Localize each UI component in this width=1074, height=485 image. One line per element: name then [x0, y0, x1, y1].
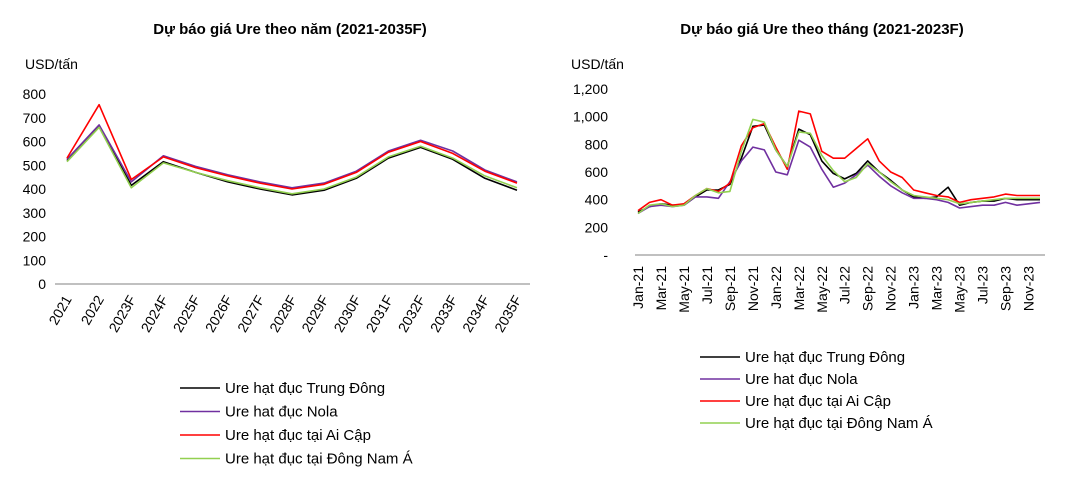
monthly-x-tick-label: May-22 — [814, 266, 830, 313]
monthly-series-line-2 — [637, 139, 1041, 215]
annual-x-tick-label: 2033F — [427, 293, 461, 335]
annual-x-tick-label: 2032F — [395, 293, 429, 335]
monthly-chart-ylabel: USD/tấn — [571, 56, 624, 72]
annual-x-tick-label: 2031F — [363, 293, 397, 335]
annual-series-line-2 — [66, 124, 518, 189]
annual-y-tick-label: 800 — [23, 86, 47, 102]
annual-x-tick-label: 2034F — [459, 293, 493, 335]
annual-y-tick-label: 600 — [23, 134, 47, 150]
monthly-x-tick-label: Jan-21 — [630, 266, 646, 309]
monthly-x-tick-label: May-23 — [952, 266, 968, 313]
monthly-x-tick-label: Sep-23 — [998, 266, 1014, 311]
monthly-x-tick-label: Mar-23 — [929, 266, 945, 311]
annual-x-tick-label: 2022 — [78, 292, 108, 327]
monthly-x-tick-label: Nov-22 — [883, 266, 899, 311]
annual-x-tick-label: 2029F — [298, 293, 332, 335]
monthly-x-tick-label: Mar-22 — [791, 266, 807, 311]
monthly-legend-label: Ure hạt đục Trung Đông — [745, 349, 905, 366]
annual-x-tick-label: 2027F — [234, 293, 268, 335]
monthly-x-tick-label: Sep-21 — [722, 266, 738, 311]
monthly-legend-label: Ure hat đục Nola — [745, 371, 858, 388]
annual-legend-label: Ure hat đục Nola — [225, 404, 338, 421]
monthly-series-lines — [637, 110, 1041, 215]
monthly-chart-title: Dự báo giá Ure theo tháng (2021-2023F) — [680, 21, 963, 38]
annual-x-tick-label: 2023F — [105, 293, 139, 335]
monthly-x-tick-labels: Jan-21 Mar-21 May-21 Jul-21 Sep-21 Nov-21 Jan-… — [630, 266, 1037, 313]
monthly-x-tick-label: May-21 — [676, 266, 692, 313]
annual-y-tick-label: 200 — [23, 229, 47, 245]
monthly-x-tick-label: Mar-21 — [653, 266, 669, 311]
monthly-y-tick-label: 600 — [585, 164, 609, 180]
annual-chart: Dự báo giá Ure theo năm (2021-2035F) USD… — [23, 21, 530, 468]
monthly-x-tick-label: Jul-23 — [975, 266, 991, 304]
annual-chart-title: Dự báo giá Ure theo năm (2021-2035F) — [153, 21, 426, 38]
monthly-x-tick-label: Nov-21 — [745, 266, 761, 311]
monthly-y-tick-label: - — [603, 247, 608, 263]
monthly-y-tick-label: 200 — [585, 219, 609, 235]
monthly-x-tick-label: Jan-23 — [906, 266, 922, 309]
annual-x-tick-label: 2030F — [330, 293, 364, 335]
annual-legend: Ure hạt đục Trung Đông Ure hat đục Nola Ur… — [180, 380, 413, 468]
annual-series-line-4 — [66, 126, 518, 195]
monthly-legend-label: Ure hạt đục tại Đông Nam Á — [745, 415, 933, 432]
annual-x-tick-label: 2026F — [202, 293, 236, 335]
annual-y-tick-labels: 0 100 200 300 400 500 600 700 800 — [23, 86, 47, 292]
annual-y-tick-label: 500 — [23, 157, 47, 173]
annual-y-tick-label: 100 — [23, 252, 47, 268]
annual-x-tick-label: 2024F — [138, 293, 172, 335]
annual-y-tick-label: 700 — [23, 110, 47, 126]
annual-x-tick-label: 2028F — [266, 293, 300, 335]
monthly-chart: Dự báo giá Ure theo tháng (2021-2023F) U… — [571, 21, 1045, 432]
annual-series-lines — [66, 103, 518, 196]
monthly-y-tick-label: 800 — [585, 136, 609, 152]
monthly-x-tick-label: Jul-22 — [837, 266, 853, 304]
annual-x-tick-label: 2021 — [45, 292, 75, 327]
annual-legend-label: Ure hạt đục tại Đông Nam Á — [225, 451, 413, 468]
monthly-y-tick-label: 1,000 — [573, 109, 608, 125]
annual-y-tick-label: 0 — [38, 276, 46, 292]
monthly-series-line-4 — [637, 118, 1040, 215]
annual-x-tick-labels: 2021 20222023F2024F2025F2026F2027F2028F20… — [45, 292, 524, 335]
monthly-x-tick-label: Sep-22 — [860, 266, 876, 311]
monthly-y-tick-label: 400 — [585, 192, 609, 208]
monthly-x-tick-label: Nov-23 — [1021, 266, 1037, 311]
annual-legend-label: Ure hạt đục tại Ai Cập — [225, 427, 371, 444]
annual-series-line-1 — [66, 125, 518, 196]
monthly-x-tick-label: Jan-22 — [768, 266, 784, 309]
annual-legend-label: Ure hạt đục Trung Đông — [225, 380, 385, 397]
monthly-y-tick-labels: - 200 400 600 800 1,000 1,200 — [573, 81, 608, 263]
annual-series-line-3 — [66, 103, 518, 190]
annual-x-tick-label: 2035F — [491, 293, 525, 335]
monthly-x-tick-label: Jul-21 — [699, 266, 715, 304]
annual-chart-ylabel: USD/tấn — [25, 56, 78, 72]
monthly-y-tick-label: 1,200 — [573, 81, 608, 97]
annual-y-tick-label: 300 — [23, 205, 47, 221]
monthly-legend-label: Ure hạt đục tại Ai Cập — [745, 393, 891, 410]
annual-x-tick-label: 2025F — [170, 293, 204, 335]
annual-y-tick-label: 400 — [23, 181, 47, 197]
monthly-legend: Ure hạt đục Trung Đông Ure hat đục Nola Ur… — [700, 349, 933, 432]
